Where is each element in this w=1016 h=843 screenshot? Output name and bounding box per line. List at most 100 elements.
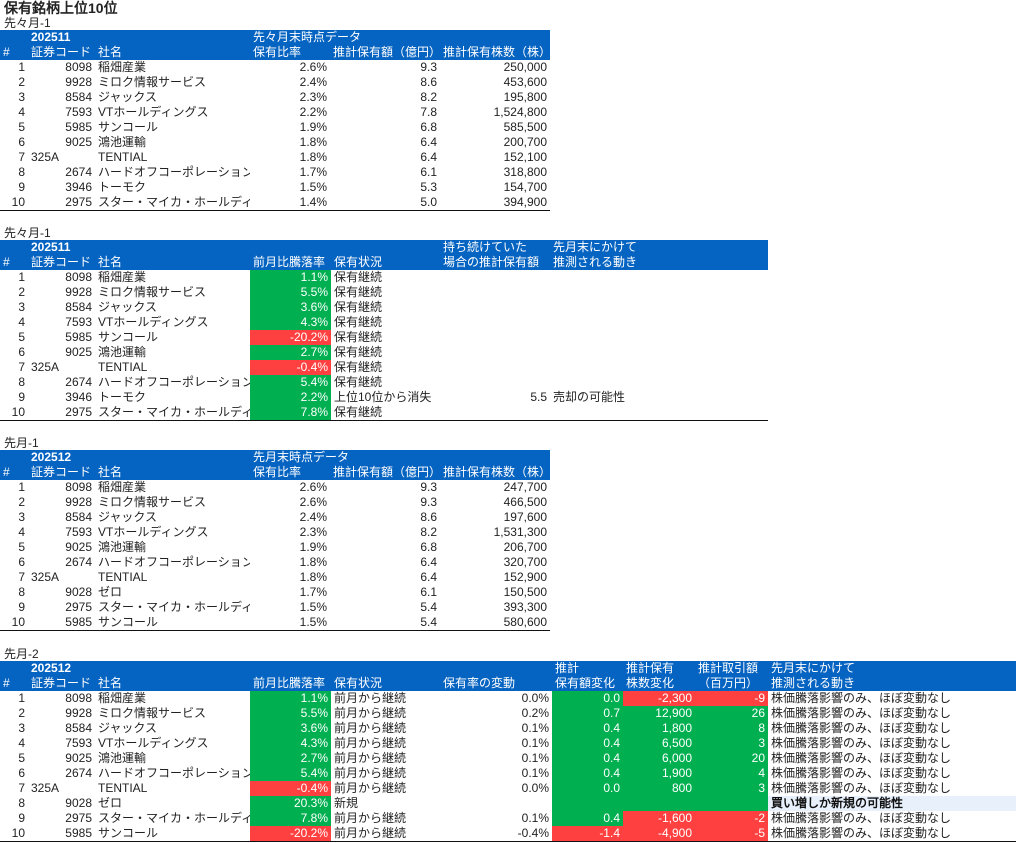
table-cell: 保有継続 <box>334 315 383 329</box>
table-cell: 2674 <box>65 375 92 389</box>
column-header: 推計保有株数（株） <box>440 45 551 60</box>
table-row: 9 2975 スター・マイカ・ホールディングス 1.5% 5.4 393,300 <box>0 600 550 615</box>
column-header: 先月末にかけて <box>768 661 1016 676</box>
table-cell: 前月から継続 <box>334 721 407 735</box>
header-row-top: 202511 持ち続けていた 先月末にかけて <box>0 240 768 255</box>
table-cell: 320,700 <box>503 555 547 569</box>
table-cell: 前月から継続 <box>334 751 407 765</box>
table-row: 7 325A TENTIAL 1.8% 6.4 152,100 <box>0 150 550 165</box>
table-cell: 3946 <box>65 390 92 404</box>
table-cell: 1 <box>18 270 25 284</box>
table-cell: VTホールディングス <box>98 105 209 119</box>
table-cell: 0.1% <box>521 751 549 765</box>
column-header: 前月比騰落率 <box>250 676 331 691</box>
table-cell: 800 <box>623 781 695 796</box>
holdings-table: 202511 先々月末時点データ # 証券コード 社名 保有比率 推計保有額（億円） 推計保有… <box>0 30 551 211</box>
column-header: 保有額変化 <box>552 676 623 691</box>
table-cell: 前月から継続 <box>334 811 407 825</box>
table-cell: 8 <box>18 796 25 810</box>
table-cell: 2.2% <box>250 390 331 405</box>
table-cell <box>440 405 550 421</box>
table-cell <box>440 375 550 390</box>
header-row: # 証券コード 社名 前月比騰落率 保有状況 保有率の変動 保有額変化 株数変化 （百万円） 推測… <box>0 676 1016 691</box>
table-cell: -0.4% <box>517 826 549 840</box>
table-cell: 0.1% <box>521 736 549 750</box>
table-cell: 1.7% <box>299 585 327 599</box>
table-cell: 9.3 <box>420 480 437 494</box>
column-header: 持ち続けていた <box>440 240 550 255</box>
table-cell: 5985 <box>65 120 92 134</box>
table-cell: 稲畑産業 <box>98 480 147 494</box>
table-cell: 9 <box>18 600 25 614</box>
table-cell: 0.7 <box>552 706 623 721</box>
table-row: 2 9928 ミロク情報サービス 5.5% 前月から継続 0.2% 0.7 12,900 26 株… <box>0 706 1016 721</box>
table-cell: 株価騰落影響のみ、ほぼ変動なし <box>771 811 952 825</box>
table-cell: 保有継続 <box>334 330 383 344</box>
column-header: 場合の推計保有額 <box>440 255 550 270</box>
column-header: 推計 <box>552 661 623 676</box>
table-cell: 9928 <box>65 285 92 299</box>
table-cell: 1.5% <box>299 180 327 194</box>
table-cell: 1,800 <box>623 721 695 736</box>
holdings-table: 202511 持ち続けていた 先月末にかけて # 証券コード 社名 前月比騰落率 保有状況 場合… <box>0 240 768 421</box>
column-header: 株数変化 <box>623 676 695 691</box>
table-cell: 6 <box>18 555 25 569</box>
table-cell: スター・マイカ・ホールディングス <box>98 600 250 614</box>
column-header: 202511 <box>28 30 95 45</box>
table-cell: 1.8% <box>299 150 327 164</box>
table-cell: 9928 <box>65 75 92 89</box>
table-cell: 8098 <box>65 270 92 284</box>
table-cell: 2.3% <box>299 525 327 539</box>
table-cell: -2 <box>695 811 768 826</box>
table-cell: ミロク情報サービス <box>98 495 207 509</box>
table-row: 2 9928 ミロク情報サービス 2.6% 9.3 466,500 <box>0 495 550 510</box>
holdings-table: 202512 推計 推計保有 推計取引額 先月末にかけて # 証券コード 社名 前月比騰落率 保有… <box>0 661 1016 842</box>
column-header <box>0 661 28 676</box>
table-cell <box>695 796 768 811</box>
table-cell: -0.4% <box>250 360 331 375</box>
holdings-table: 202512 先月末時点データ # 証券コード 社名 保有比率 推計保有額（億円） 推計保有株… <box>0 450 551 631</box>
table-cell: 152,100 <box>503 150 547 164</box>
table-row: 1 8098 稲畑産業 2.6% 9.3 247,700 <box>0 480 550 495</box>
table-row: 10 5985 サンコール 1.5% 5.4 580,600 <box>0 615 550 631</box>
table-cell: VTホールディングス <box>98 736 209 750</box>
table-cell: 585,500 <box>503 120 547 134</box>
table-cell: 0.1% <box>521 766 549 780</box>
table-cell: 株価騰落影響のみ、ほぼ変動なし <box>771 721 952 735</box>
table-cell: 6.8 <box>420 120 437 134</box>
table-cell: 580,600 <box>503 615 547 629</box>
table-cell: 鴻池運輸 <box>98 345 147 359</box>
column-header <box>95 30 250 45</box>
table-cell: 5.4 <box>420 600 437 614</box>
table-cell: 4 <box>18 736 25 750</box>
table-cell: 9025 <box>65 751 92 765</box>
table-cell: サンコール <box>98 330 159 344</box>
table-cell: 9025 <box>65 345 92 359</box>
table-cell: ジャックス <box>98 90 158 104</box>
table-cell: 前月から継続 <box>334 781 407 795</box>
table-cell: 8 <box>695 721 768 736</box>
column-header: 推計保有額（億円） <box>330 465 441 480</box>
column-header <box>0 450 28 465</box>
table-cell: ハードオフコーポレーション <box>98 766 250 780</box>
table-cell: 株価騰落影響のみ、ほぼ変動なし <box>771 751 952 765</box>
table-row: 8 2674 ハードオフコーポレーション 1.7% 6.1 318,800 <box>0 165 550 180</box>
table-cell <box>550 345 768 360</box>
table-cell: 2674 <box>65 165 92 179</box>
table-section-3: 先月-1 202512 先月末時点データ # 証券コード 社名 保有比率 推計保有額（億円）推… <box>0 436 551 631</box>
table-cell: 売却の可能性 <box>553 390 626 404</box>
table-cell: 前月から継続 <box>334 826 407 840</box>
column-header: 社名 <box>95 45 250 60</box>
table-row: 10 2975 スター・マイカ・ホールディングス7.8%保有継続 <box>0 405 768 421</box>
table-cell: 20 <box>695 751 768 766</box>
table-cell: 7593 <box>65 315 92 329</box>
table-row: 1 8098 稲畑産業 2.6% 9.3 250,000 <box>0 60 550 75</box>
table-cell: 150,500 <box>503 585 547 599</box>
table-cell: 20.3% <box>250 796 331 811</box>
column-header: 証券コード <box>28 255 95 270</box>
table-cell: 5 <box>18 330 25 344</box>
table-cell: 325A <box>31 360 60 374</box>
table-cell: スター・マイカ・ホールディングス <box>98 405 250 419</box>
table-row: 6 9025 鴻池運輸 1.8% 6.4 200,700 <box>0 135 550 150</box>
table-cell: 152,900 <box>503 570 547 584</box>
